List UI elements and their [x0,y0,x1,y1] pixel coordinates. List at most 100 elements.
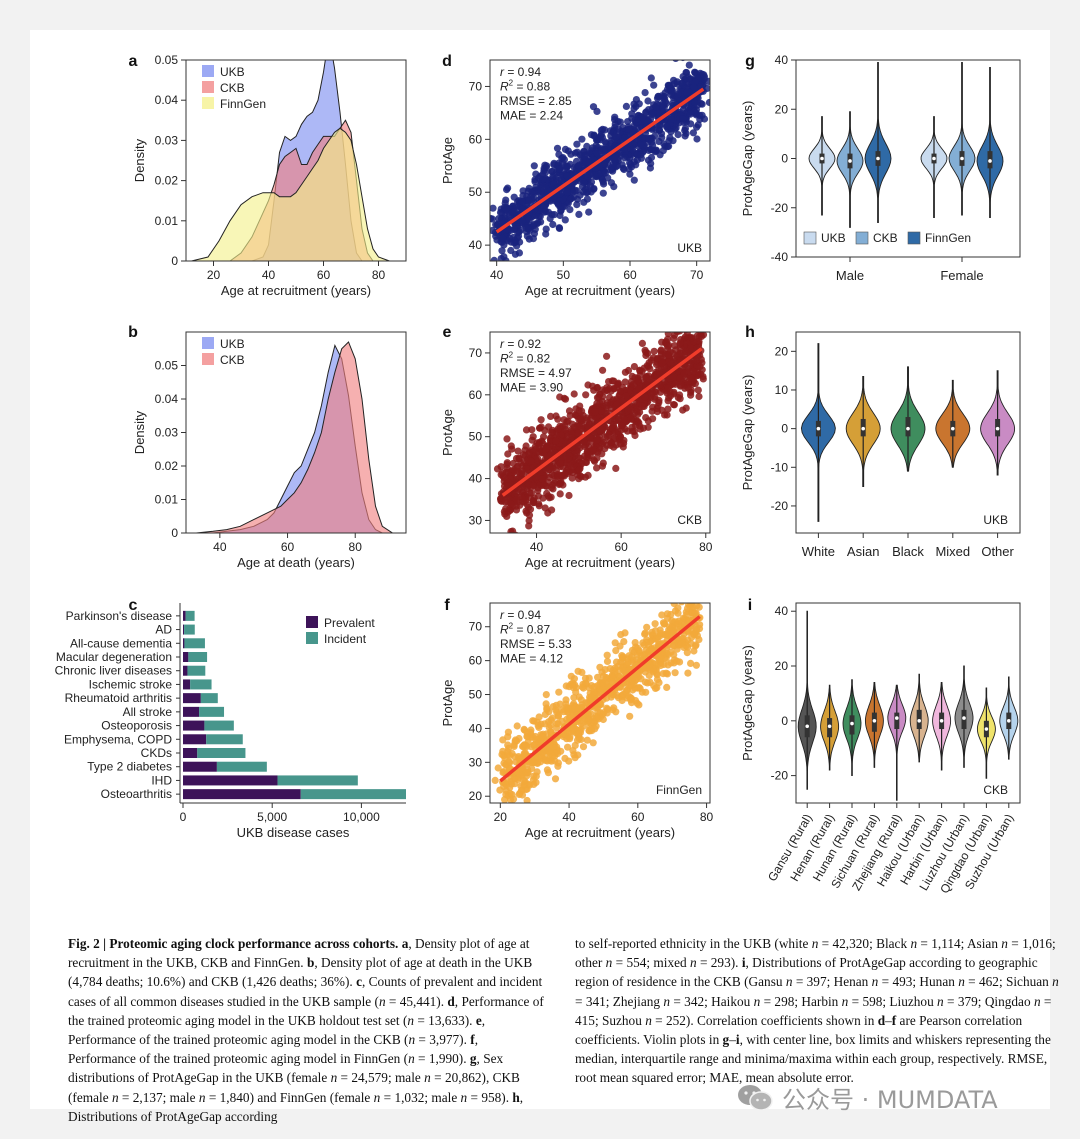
panel-d-point [601,138,609,146]
panel-c-legend-swatch [306,616,318,628]
panel-d-point [555,224,564,232]
panel-e-point [664,397,672,405]
panel-f-point [532,778,540,787]
panel-e-point [529,481,537,490]
panel-d-point [563,188,571,196]
panel-e-point [657,347,665,355]
panel-d-point [490,214,495,223]
panel-e-point [681,333,689,341]
panel-f-point [619,664,627,672]
panel-e-point [688,334,696,342]
panel-c-bar-prevalent [183,652,189,662]
panel-d-point [532,183,540,191]
panel-d-point [611,154,619,162]
panel-g-median [820,156,824,161]
panel-f-point [521,780,529,788]
panel-d-point [490,204,497,212]
panel-e-y-axis-tick-label: 70 [469,346,483,360]
panel-d-point [518,217,526,225]
panel-c-bar-incident [188,652,208,662]
panel-b-y-axis-tick-label: 0.03 [155,426,179,440]
panel-d-point [626,170,634,178]
panel-d-point [492,232,500,240]
panel-d-point [503,206,511,214]
panel-e-point [649,389,657,397]
panel-c-category-label: Emphysema, COPD [64,732,172,746]
panel-e-point [532,473,540,481]
panel-c-bar-prevalent [183,775,278,786]
panel-f-point [522,741,530,750]
panel-f-point [575,704,583,712]
panel-f-point [670,642,678,650]
panel-f-point [628,653,636,661]
panel-c-bar-incident [206,734,243,745]
panel-f-point [657,655,665,663]
panel-e-point [538,475,546,483]
panel-c-bar-incident [300,789,406,800]
panel-f-point [508,791,516,799]
panel-c-x-axis-tick-label: 10,000 [343,810,380,824]
panel-c-bar-prevalent [183,761,217,772]
panel-i-median [827,724,832,729]
panel-e-point [563,418,571,426]
panel-c-category-label: Macular degeneration [56,650,172,664]
panel-a-y-axis-tick-label: 0.02 [155,174,179,188]
panel-f-point [691,642,700,650]
panel-letter-f: f [444,597,450,614]
panel-f-point [572,688,580,696]
panel-c-bar-prevalent [183,706,200,717]
panel-e-point [603,352,611,360]
panel-e-stat-label: MAE = 3.90 [500,381,563,395]
panel-e-point [631,431,639,440]
panel-e-point [676,395,684,403]
figure-card: a 20 40 60 80 Age at recruitment (years) 0 0.01… [30,30,1059,1124]
panel-e-point [636,425,644,433]
panel-h-median [995,426,1000,431]
panel-e-point [622,392,630,400]
panel-e-point [504,450,512,458]
panel-e-point [540,480,548,488]
panel-g-group-label: Female [940,268,983,283]
panel-d-point [647,159,655,168]
panel-d-point [691,68,699,76]
panel-e-point [547,412,555,420]
panel-e-point [591,408,599,416]
panel-e-point [664,384,672,392]
panel-f-point [592,722,600,730]
panel-e-point [691,322,698,329]
panel-d-point [700,71,708,79]
panel-e-point [497,463,505,471]
panel-h-median [906,426,910,431]
panel-e-point [691,314,698,321]
panel-d-point [665,82,673,90]
panel-d-point [663,122,671,131]
panel-f-point [575,730,583,738]
panel-e-point [608,377,617,385]
panel-e-stat-label: R2 = 0.82 [500,351,550,366]
panel-f-point [581,679,590,687]
panel-d-point [607,179,616,187]
panel-e-point [518,494,526,502]
panel-b-legend-swatch [202,337,214,349]
panel-d-point [685,61,693,69]
panel-f-point [626,712,634,720]
panel-d-point [620,145,628,153]
panel-e-point [554,415,562,423]
panel-h-median [816,426,821,431]
panel-d-fit-line [495,87,705,234]
panel-g-violins [808,62,1004,228]
panel-e-point [575,466,583,474]
panel-c-bar-incident [277,775,358,786]
panel-e-point [570,390,578,398]
panel-a-y-axis-tick-label: 0.01 [155,214,179,228]
panel-f-point [659,619,668,627]
panel-f-point [611,639,619,647]
panel-e-point [682,348,690,356]
panel-f-point [603,657,612,666]
panel-d-point [661,98,670,106]
panel-e-point [522,442,530,450]
panel-g-legend-label: FinnGen [925,231,971,245]
panel-d-point [542,208,550,216]
panel-f-point [504,741,512,749]
panel-f-point [619,653,627,661]
